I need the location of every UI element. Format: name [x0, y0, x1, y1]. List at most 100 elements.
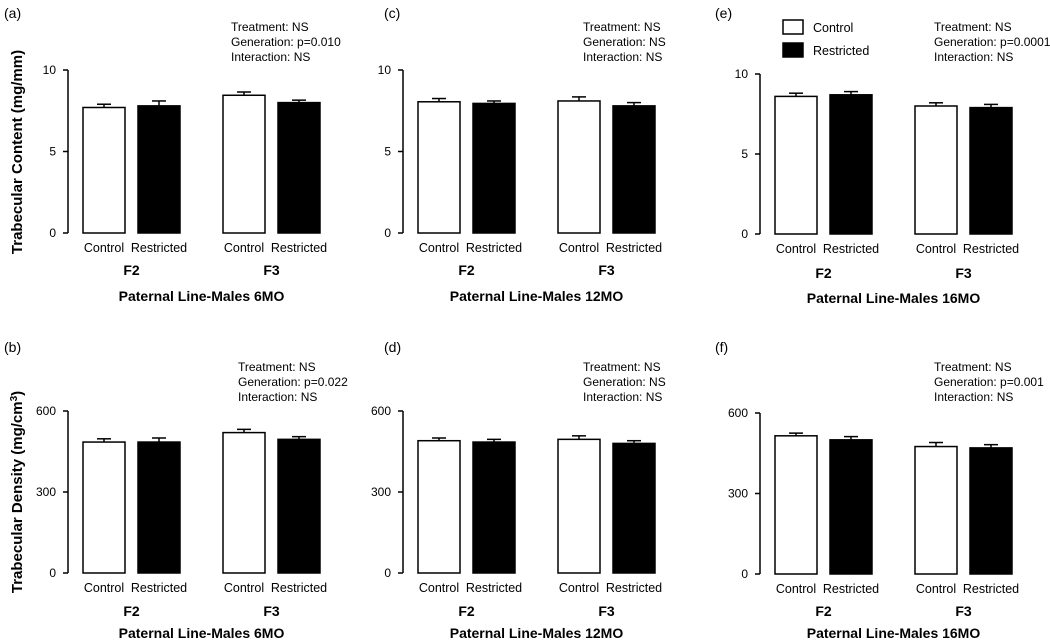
x-category-label: Control	[84, 241, 124, 255]
stats-annotation: Generation: p=0.001	[934, 375, 1044, 389]
y-tick-label: 5	[741, 147, 748, 161]
bar-restricted	[472, 102, 516, 234]
stats-annotation: Treatment: NS	[583, 360, 661, 374]
legend-item-restricted: Restricted	[782, 42, 869, 58]
y-tick-label: 300	[728, 487, 748, 501]
y-axis-title-content: Trabecular Content (mg/mm)	[9, 50, 26, 254]
x-category-label: Control	[84, 581, 124, 595]
y-tick-label: 5	[384, 145, 391, 159]
x-category-label: Restricted	[606, 241, 662, 255]
x-category-label: Control	[916, 582, 956, 596]
group-label: F2	[815, 265, 832, 281]
y-tick-label: 300	[371, 485, 391, 499]
group-label: F2	[123, 262, 140, 278]
bar-control	[557, 100, 601, 234]
x-category-label: Restricted	[823, 582, 879, 596]
bar-restricted	[277, 438, 321, 574]
panel-label: (e)	[715, 5, 732, 21]
bar-control	[914, 105, 958, 235]
stats-annotation: Generation: p=0.010	[231, 35, 341, 49]
group-label: F2	[815, 603, 832, 619]
x-category-label: Restricted	[823, 242, 879, 256]
stats-annotation: Interaction: NS	[934, 50, 1013, 64]
x-axis-title: Paternal Line-Males 12MO	[450, 288, 624, 304]
panel-label: (f)	[715, 339, 728, 355]
stats-annotation: Treatment: NS	[583, 20, 661, 34]
x-axis-title: Paternal Line-Males 16MO	[807, 290, 981, 306]
x-category-label: Control	[419, 241, 459, 255]
legend-label-restricted: Restricted	[813, 44, 869, 58]
panel-label: (d)	[384, 339, 401, 355]
stats-annotation: Interaction: NS	[231, 50, 310, 64]
x-category-label: Restricted	[466, 241, 522, 255]
legend: Control Restricted	[782, 19, 869, 58]
x-category-label: Restricted	[271, 241, 327, 255]
stats-annotation: Interaction: NS	[583, 390, 662, 404]
x-category-label: Restricted	[271, 581, 327, 595]
bar-restricted	[829, 439, 873, 575]
y-axis-title-density: Trabecular Density (mg/cm3)	[9, 391, 27, 593]
y-tick-label: 300	[36, 485, 56, 499]
x-axis-title: Paternal Line-Males 16MO	[807, 625, 981, 641]
bar-restricted	[829, 94, 873, 235]
group-label: F3	[263, 262, 280, 278]
x-category-label: Control	[559, 581, 599, 595]
bar-restricted	[612, 105, 656, 234]
x-category-label: Control	[916, 242, 956, 256]
x-category-label: Control	[224, 581, 264, 595]
stats-annotation: Interaction: NS	[934, 390, 1013, 404]
x-category-label: Restricted	[131, 581, 187, 595]
stats-annotation: Generation: p=0.0001	[934, 35, 1050, 49]
x-category-label: Restricted	[131, 241, 187, 255]
panel-label: (b)	[4, 339, 21, 355]
stats-annotation: Interaction: NS	[583, 50, 662, 64]
x-axis-title: Paternal Line-Males 6MO	[119, 288, 285, 304]
bar-control	[82, 441, 126, 574]
bar-control	[82, 106, 126, 234]
y-tick-label: 0	[384, 566, 391, 580]
x-category-label: Control	[559, 241, 599, 255]
bar-control	[222, 94, 266, 234]
x-category-label: Restricted	[606, 581, 662, 595]
bar-restricted	[612, 442, 656, 574]
bar-restricted	[137, 441, 181, 574]
legend-swatch-restricted	[782, 42, 804, 58]
bar-restricted	[969, 447, 1013, 575]
bar-control	[774, 435, 818, 575]
y-tick-label: 10	[378, 63, 392, 77]
stats-annotation: Treatment: NS	[238, 360, 316, 374]
bar-restricted	[969, 106, 1013, 235]
bar-control	[417, 101, 461, 234]
x-category-label: Control	[776, 582, 816, 596]
bar-control	[557, 438, 601, 574]
x-category-label: Control	[776, 242, 816, 256]
stats-annotation: Treatment: NS	[934, 20, 1012, 34]
bar-restricted	[277, 101, 321, 234]
group-label: F2	[123, 603, 140, 619]
x-category-label: Restricted	[963, 242, 1019, 256]
x-category-label: Control	[224, 241, 264, 255]
y-tick-label: 600	[728, 406, 748, 420]
y-tick-label: 0	[741, 567, 748, 581]
y-tick-label: 5	[49, 145, 56, 159]
bar-control	[774, 95, 818, 235]
x-axis-title: Paternal Line-Males 12MO	[450, 625, 624, 641]
group-label: F3	[263, 603, 280, 619]
group-label: F3	[955, 265, 972, 281]
stats-annotation: Generation: p=0.022	[238, 375, 348, 389]
y-tick-label: 0	[741, 227, 748, 241]
bar-restricted	[472, 441, 516, 574]
stats-annotation: Interaction: NS	[238, 390, 317, 404]
stats-annotation: Treatment: NS	[231, 20, 309, 34]
y-tick-label: 10	[43, 63, 57, 77]
y-tick-label: 0	[49, 226, 56, 240]
panel-label: (a)	[4, 5, 21, 21]
